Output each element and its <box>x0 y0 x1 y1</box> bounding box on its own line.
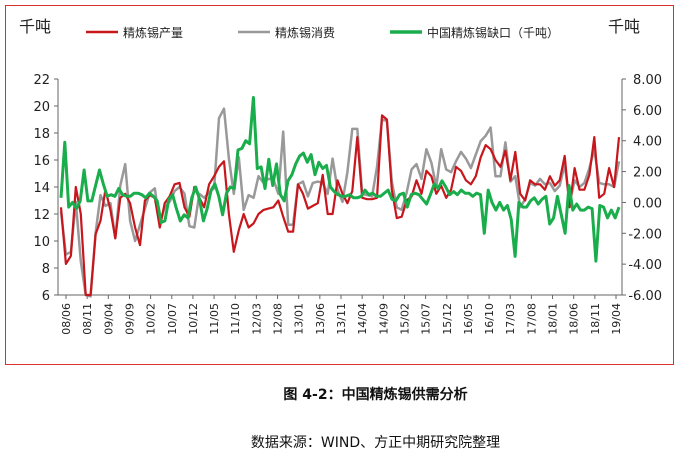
x-tick-label: 11/05 <box>208 303 221 335</box>
x-tick-label: 12/03 <box>250 303 263 335</box>
x-tick-label: 10/02 <box>145 303 158 335</box>
x-tick-label: 14/09 <box>377 303 390 335</box>
right-tick-label: -4.00 <box>628 258 662 273</box>
x-tick-label: 18/11 <box>589 303 602 335</box>
x-tick-label: 09/09 <box>123 303 136 335</box>
left-axis-unit: 千吨 <box>19 17 51 36</box>
x-tick-label: 15/02 <box>398 303 411 335</box>
x-tick-label: 10/12 <box>187 303 200 335</box>
x-tick-label: 13/11 <box>335 303 348 335</box>
left-tick-label: 6 <box>42 289 50 304</box>
x-tick-label: 17/08 <box>525 303 538 335</box>
left-tick-label: 14 <box>33 181 50 196</box>
figure-source: 数据来源：WIND、方正中期研究院整理 <box>250 435 501 451</box>
x-tick-label: 08/11 <box>81 303 94 335</box>
left-tick-label: 8 <box>42 262 50 277</box>
x-tick-label: 13/06 <box>314 303 327 335</box>
right-tick-label: 8.00 <box>633 73 662 88</box>
left-tick-label: 18 <box>33 127 50 142</box>
x-tick-label: 08/06 <box>60 303 73 335</box>
series-line-gap <box>59 96 621 263</box>
x-tick-label: 12/08 <box>272 303 285 335</box>
left-tick-label: 16 <box>33 154 50 169</box>
right-axis-unit: 千吨 <box>608 17 640 36</box>
right-tick-label: -6.00 <box>628 289 662 304</box>
x-tick-label: 16/10 <box>483 303 496 335</box>
series-line-production <box>59 114 621 297</box>
x-tick-label: 18/01 <box>547 303 560 335</box>
x-tick-label: 13/01 <box>293 303 306 335</box>
legend-label-consumption: 精炼锡消费 <box>275 25 335 40</box>
right-tick-label: 4.00 <box>633 135 662 150</box>
chart-frame: 千吨 千吨 精炼锡产量 精炼锡消费 中国精炼锡缺口（千吨） 6 8 10 12 14 16… <box>5 5 674 365</box>
figure-title: 图 4-2：中国精炼锡供需分析 <box>283 387 468 403</box>
left-tick-label: 12 <box>33 208 50 223</box>
legend-label-production: 精炼锡产量 <box>123 25 183 40</box>
x-tick-label: 11/10 <box>229 303 242 335</box>
right-tick-label: 2.00 <box>633 166 662 181</box>
legend: 精炼锡产量 精炼锡消费 中国精炼锡缺口（千吨） <box>86 25 559 40</box>
x-tick-label: 09/04 <box>102 303 115 335</box>
chart-svg: 千吨 千吨 精炼锡产量 精炼锡消费 中国精炼锡缺口（千吨） 6 8 10 12 14 16… <box>19 17 662 335</box>
x-tick-label: 19/04 <box>610 303 623 335</box>
x-tick-label: 14/04 <box>356 303 369 335</box>
x-tick-label: 15/07 <box>420 303 433 335</box>
x-tick-label: 15/12 <box>441 303 454 335</box>
left-tick-label: 22 <box>33 73 50 88</box>
legend-label-gap: 中国精炼锡缺口（千吨） <box>427 25 559 40</box>
left-tick-label: 10 <box>33 235 50 250</box>
right-tick-label: 0.00 <box>633 196 662 211</box>
right-tick-label: -2.00 <box>628 227 662 242</box>
plot-area <box>59 96 621 298</box>
x-tick-label: 16/05 <box>462 303 475 335</box>
left-tick-label: 20 <box>33 100 50 115</box>
right-tick-label: 6.00 <box>633 104 662 119</box>
axes: 6 8 10 12 14 16 18 20 22 -6.00 -4.00 -2.00 0.00 2.00 4… <box>33 73 662 335</box>
x-tick-label: 17/03 <box>504 303 517 335</box>
x-tick-label: 10/07 <box>166 303 179 335</box>
x-tick-label: 18/06 <box>568 303 581 335</box>
